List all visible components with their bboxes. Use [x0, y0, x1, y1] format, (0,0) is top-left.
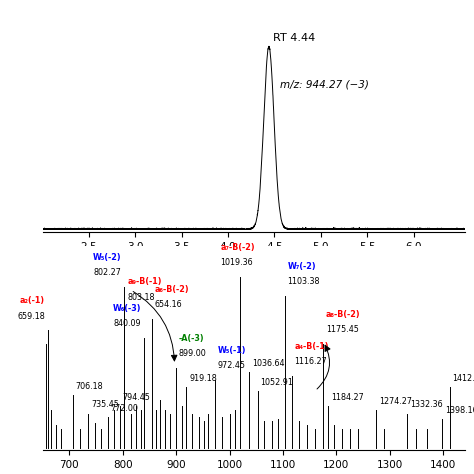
Text: a₈-B(-2): a₈-B(-2) — [326, 310, 361, 319]
Text: 706.18: 706.18 — [75, 382, 103, 391]
Text: 794.45: 794.45 — [123, 393, 150, 402]
Text: a₄-B(-1): a₄-B(-1) — [294, 342, 329, 351]
Text: 1036.64: 1036.64 — [252, 359, 284, 368]
Text: 1103.38: 1103.38 — [288, 277, 320, 286]
Text: W₇(-2): W₇(-2) — [288, 262, 316, 271]
Text: RT 4.44: RT 4.44 — [273, 33, 315, 44]
Text: 919.18: 919.18 — [189, 374, 217, 383]
Text: 802.27: 802.27 — [93, 268, 121, 277]
Text: W₅(-2): W₅(-2) — [92, 253, 121, 262]
Text: a₂(-1): a₂(-1) — [19, 296, 45, 305]
Text: 772.00: 772.00 — [110, 404, 138, 413]
Text: 1175.45: 1175.45 — [326, 325, 359, 334]
Text: m/z: 944.27 (−3): m/z: 944.27 (−3) — [280, 80, 369, 90]
Text: 659.18: 659.18 — [17, 311, 45, 320]
Text: 1398.16: 1398.16 — [445, 406, 474, 415]
Text: W₅(-1): W₅(-1) — [218, 346, 246, 355]
Text: a₉-B(-1): a₉-B(-1) — [127, 277, 162, 286]
Text: 840.09: 840.09 — [114, 319, 141, 328]
Text: a₇-B(-2): a₇-B(-2) — [220, 243, 255, 252]
Text: 803.18: 803.18 — [127, 292, 155, 301]
Text: -A(-3): -A(-3) — [178, 334, 204, 343]
Text: 1019.36: 1019.36 — [220, 258, 253, 267]
Text: 654.16: 654.16 — [155, 300, 182, 309]
Text: 1052.91: 1052.91 — [261, 378, 293, 387]
Text: 972.45: 972.45 — [218, 361, 246, 370]
Text: 1274.27: 1274.27 — [379, 397, 412, 406]
Text: 1184.27: 1184.27 — [331, 393, 364, 402]
Text: 735.45: 735.45 — [91, 401, 119, 410]
Text: 899.00: 899.00 — [178, 349, 206, 358]
X-axis label: Time (min): Time (min) — [218, 257, 290, 271]
Text: 1116.27: 1116.27 — [294, 357, 327, 366]
Text: 1332.36: 1332.36 — [410, 401, 442, 410]
Text: W₆(-3): W₆(-3) — [113, 304, 141, 313]
Text: 1412.36: 1412.36 — [453, 374, 474, 383]
Text: a₆-B(-2): a₆-B(-2) — [155, 285, 189, 294]
